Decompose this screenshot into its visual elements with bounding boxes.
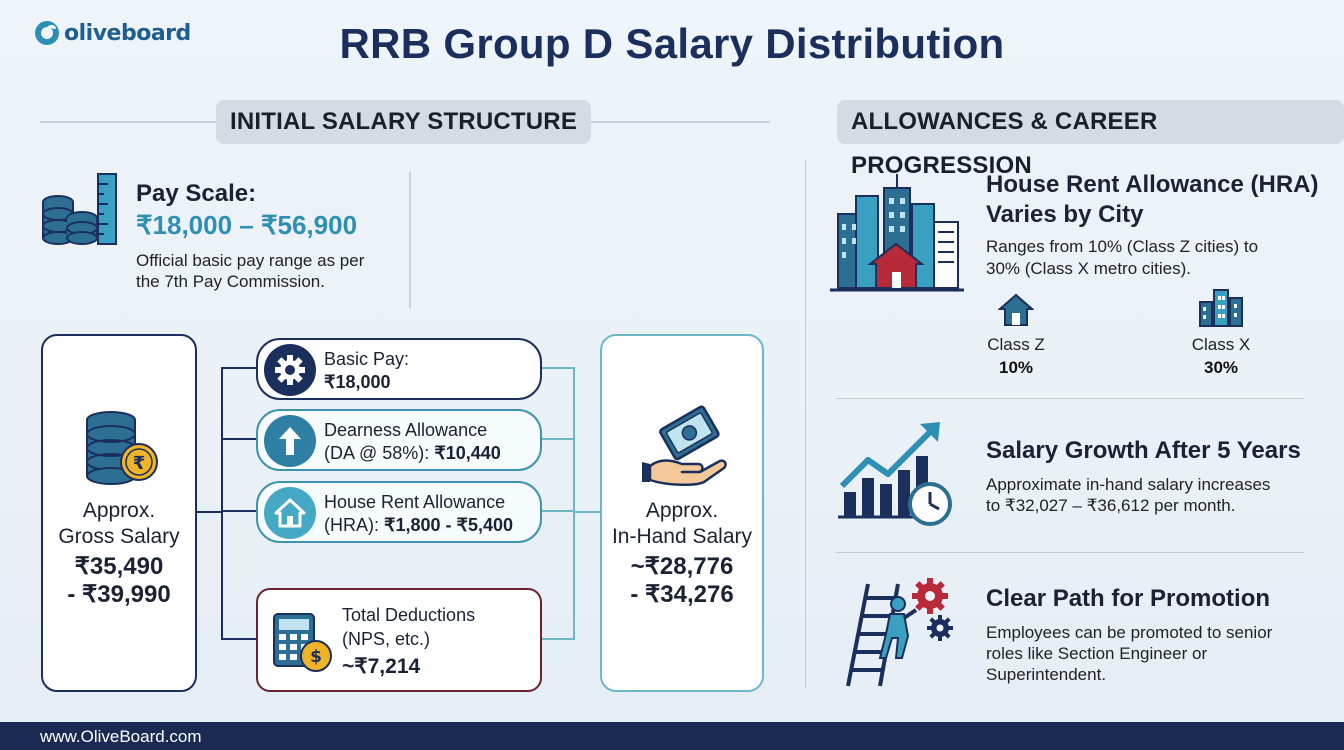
basic-pay-pill: Basic Pay: ₹18,000 bbox=[256, 338, 542, 400]
hra-label: House Rent Allowance bbox=[324, 492, 506, 512]
promotion-desc-3: Superintendent. bbox=[986, 665, 1107, 684]
promotion-title: Clear Path for Promotion bbox=[986, 585, 1271, 612]
arrow-up-icon bbox=[264, 415, 316, 467]
svg-text:₹: ₹ bbox=[133, 453, 146, 474]
connector-line bbox=[573, 367, 575, 640]
footer-bar bbox=[0, 722, 1344, 750]
connector-line bbox=[540, 367, 574, 369]
pay-scale-desc-1: Official basic pay range as per bbox=[136, 251, 365, 270]
section-heading-left: INITIAL SALARY STRUCTURE bbox=[216, 100, 592, 144]
row-divider bbox=[836, 552, 1304, 553]
class-x-name: Class X bbox=[1191, 335, 1251, 354]
deductions-label-2: (NPS, etc.) bbox=[342, 629, 431, 649]
gross-value-2: - ₹39,990 bbox=[67, 581, 171, 608]
connector-line bbox=[221, 638, 257, 640]
da-value: (DA @ 58%): ₹10,440 bbox=[324, 443, 501, 463]
growth-desc-2: to ₹32,027 – ₹36,612 per month. bbox=[986, 496, 1236, 515]
gross-value-1: ₹35,490 bbox=[74, 553, 164, 580]
logo-text: oliveboard bbox=[64, 20, 191, 46]
connector-line bbox=[540, 438, 574, 440]
hra-desc-2: 30% (Class X metro cities). bbox=[986, 259, 1191, 278]
inhand-salary-card: Approx. In-Hand Salary ~₹28,776 - ₹34,27… bbox=[600, 334, 764, 692]
city-buildings-icon bbox=[830, 174, 964, 292]
hra-pill: House Rent Allowance (HRA): ₹1,800 - ₹5,… bbox=[256, 481, 542, 543]
basic-pay-label: Basic Pay: bbox=[324, 349, 410, 369]
pay-scale-label: Pay Scale: bbox=[136, 180, 257, 207]
promotion-desc-2: roles like Section Engineer or bbox=[986, 644, 1208, 663]
connector-line bbox=[221, 438, 257, 440]
hra-title-1: House Rent Allowance (HRA) bbox=[986, 171, 1319, 198]
logo[interactable]: oliveboard bbox=[34, 20, 191, 46]
deductions-value: ~₹7,214 bbox=[342, 655, 421, 678]
hand-money-icon bbox=[642, 405, 727, 486]
svg-text:$: $ bbox=[310, 647, 322, 667]
inhand-label-2: In-Hand Salary bbox=[611, 525, 753, 548]
connector-line bbox=[540, 638, 574, 640]
house-icon bbox=[264, 487, 316, 539]
growth-title: Salary Growth After 5 Years bbox=[986, 437, 1301, 464]
gross-salary-card: ₹ Approx. Gross Salary ₹35,490 - ₹39,990 bbox=[41, 334, 197, 692]
promotion-desc-1: Employees can be promoted to senior bbox=[986, 623, 1273, 642]
connector-line bbox=[221, 510, 257, 512]
gear-icon bbox=[264, 344, 316, 396]
connector-line bbox=[540, 510, 574, 512]
section-heading-right: ALLOWANCES & CAREER PROGRESSION bbox=[837, 100, 1344, 179]
basic-pay-value: ₹18,000 bbox=[324, 371, 391, 393]
inhand-value-2: - ₹34,276 bbox=[630, 581, 734, 608]
hra-desc-1: Ranges from 10% (Class Z cities) to bbox=[986, 237, 1259, 256]
salary-growth-chart-icon bbox=[838, 422, 952, 526]
gross-label-1: Approx. bbox=[82, 499, 156, 522]
footer-url[interactable]: www.OliveBoard.com bbox=[40, 727, 202, 746]
pay-scale-divider bbox=[409, 172, 411, 308]
page-title: RRB Group D Salary Distribution bbox=[339, 20, 1005, 67]
deductions-label-1: Total Deductions bbox=[342, 605, 476, 625]
coins-ruler-icon bbox=[42, 173, 117, 245]
gross-label-2: Gross Salary bbox=[58, 525, 180, 548]
pay-scale-desc-2: the 7th Pay Commission. bbox=[136, 272, 325, 291]
da-pill: Dearness Allowance (DA @ 58%): ₹10,440 bbox=[256, 409, 542, 471]
coins-rupee-icon: ₹ bbox=[86, 411, 158, 485]
basic-pay-amount: ₹18,000 bbox=[324, 372, 391, 392]
olive-logo-icon bbox=[35, 21, 59, 45]
connector-line bbox=[221, 367, 223, 639]
ladder-promotion-icon bbox=[846, 578, 953, 687]
class-z-name: Class Z bbox=[987, 335, 1045, 354]
pay-scale-range: ₹18,000 – ₹56,900 bbox=[136, 210, 358, 240]
column-divider bbox=[805, 160, 806, 688]
row-divider bbox=[836, 398, 1304, 399]
calculator-icon: $ bbox=[273, 613, 332, 672]
hra-value: (HRA): ₹1,800 - ₹5,400 bbox=[324, 515, 513, 535]
inhand-value-1: ~₹28,776 bbox=[630, 553, 734, 580]
hra-title-2: Varies by City bbox=[986, 201, 1144, 228]
da-label: Dearness Allowance bbox=[324, 420, 488, 440]
connector-line bbox=[221, 367, 257, 369]
deductions-card: $ Total Deductions (NPS, etc.) ~₹7,214 bbox=[256, 588, 542, 692]
connector-line bbox=[573, 511, 601, 513]
class-x-pct: 30% bbox=[1203, 358, 1239, 377]
class-z-pct: 10% bbox=[998, 358, 1034, 377]
inhand-label-1: Approx. bbox=[645, 499, 719, 522]
growth-desc-1: Approximate in-hand salary increases bbox=[986, 475, 1271, 494]
connector-line bbox=[196, 511, 222, 513]
small-buildings-icon bbox=[1199, 289, 1243, 327]
small-house-icon bbox=[998, 293, 1034, 326]
